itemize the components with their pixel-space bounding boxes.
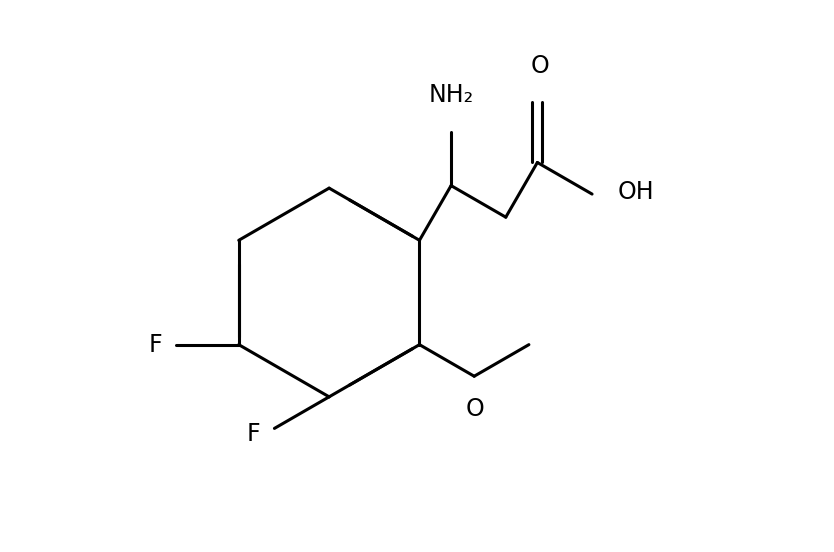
Text: F: F bbox=[148, 333, 162, 357]
Text: OH: OH bbox=[618, 181, 655, 204]
Text: NH₂: NH₂ bbox=[429, 83, 474, 107]
Text: O: O bbox=[466, 397, 485, 421]
Text: O: O bbox=[530, 54, 550, 78]
Text: F: F bbox=[247, 422, 261, 446]
